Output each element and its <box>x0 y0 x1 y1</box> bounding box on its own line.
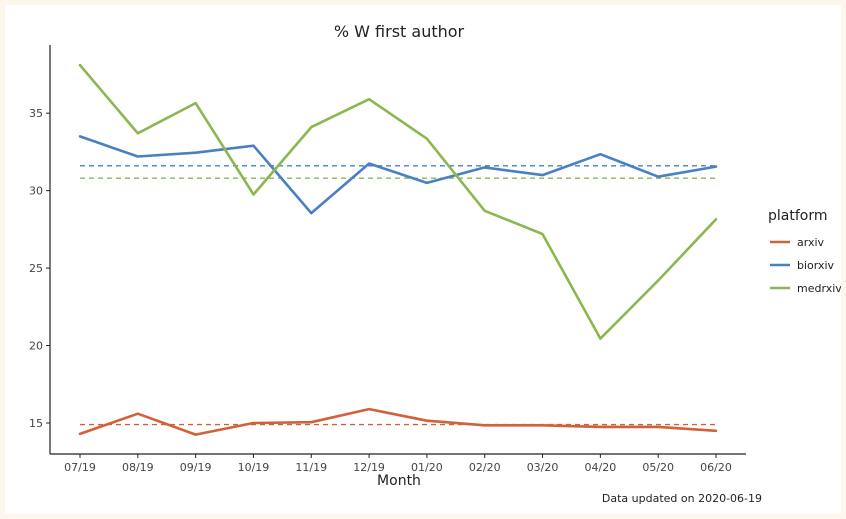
y-tick-label: 25 <box>29 262 43 275</box>
series-line-medrxiv <box>78 63 718 340</box>
x-tick-label: 06/20 <box>700 461 732 474</box>
legend-label-biorxiv: biorxiv <box>797 259 835 272</box>
y-tick-label: 20 <box>29 340 43 353</box>
chart-title: % W first author <box>334 22 465 41</box>
data-updated-caption: Data updated on 2020-06-19 <box>602 492 762 505</box>
plot-area: 15 20 25 30 35 07/19 08/19 09/19 10/19 11/19 12/19… <box>29 45 746 474</box>
y-tick-label: 35 <box>29 107 43 120</box>
x-tick-label: 09/19 <box>180 461 212 474</box>
x-tick-label: 12/19 <box>353 461 385 474</box>
series-line-biorxiv <box>78 135 718 215</box>
chart-frame: % W first author 15 20 25 30 35 07/19 08/19 09/… <box>5 5 841 514</box>
x-tick-label: 05/20 <box>642 461 674 474</box>
y-tick-label: 30 <box>29 185 43 198</box>
legend-label-arxiv: arxiv <box>797 236 825 249</box>
x-tick-label: 11/19 <box>295 461 327 474</box>
x-tick-label: 10/19 <box>238 461 270 474</box>
x-tick-label: 04/20 <box>585 461 617 474</box>
legend-label-medrxiv: medrxiv <box>797 282 841 295</box>
y-tick-label: 15 <box>29 417 43 430</box>
x-axis-title: Month <box>377 473 421 489</box>
line-chart: % W first author 15 20 25 30 35 07/19 08/19 09/… <box>29 22 841 505</box>
x-tick-label: 07/19 <box>64 461 96 474</box>
x-tick-label: 02/20 <box>469 461 501 474</box>
x-tick-label: 03/20 <box>527 461 559 474</box>
x-tick-label: 08/19 <box>122 461 154 474</box>
x-tick-label: 01/20 <box>411 461 443 474</box>
series-line-arxiv <box>78 407 718 436</box>
legend: arxiv biorxiv medrxiv <box>770 236 841 295</box>
legend-title: platform <box>768 208 828 224</box>
